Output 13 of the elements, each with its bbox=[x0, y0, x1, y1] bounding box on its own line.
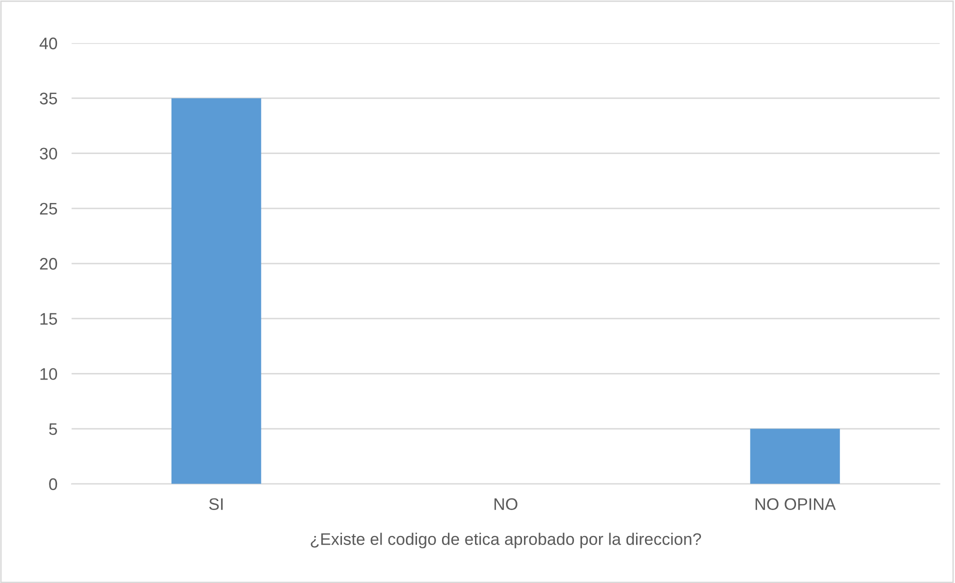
y-tick-label: 40 bbox=[40, 38, 58, 50]
x-tick-label: SI bbox=[209, 498, 223, 510]
y-tick-label: 25 bbox=[40, 202, 58, 215]
x-axis-title: ¿Existe el codigo de etica aprobado por la direccion? bbox=[310, 532, 702, 548]
y-tick-label: 10 bbox=[40, 368, 58, 380]
y-tick-label: 0 bbox=[49, 478, 58, 490]
y-tick-label: 20 bbox=[40, 258, 58, 270]
x-tick-label: NO OPINA bbox=[756, 498, 836, 510]
x-tick-label: NO bbox=[494, 498, 518, 510]
y-tick-label: 5 bbox=[49, 423, 58, 435]
y-tick-label: 30 bbox=[40, 148, 58, 160]
y-tick-label: 15 bbox=[40, 313, 58, 325]
y-tick-label: 35 bbox=[40, 92, 58, 104]
